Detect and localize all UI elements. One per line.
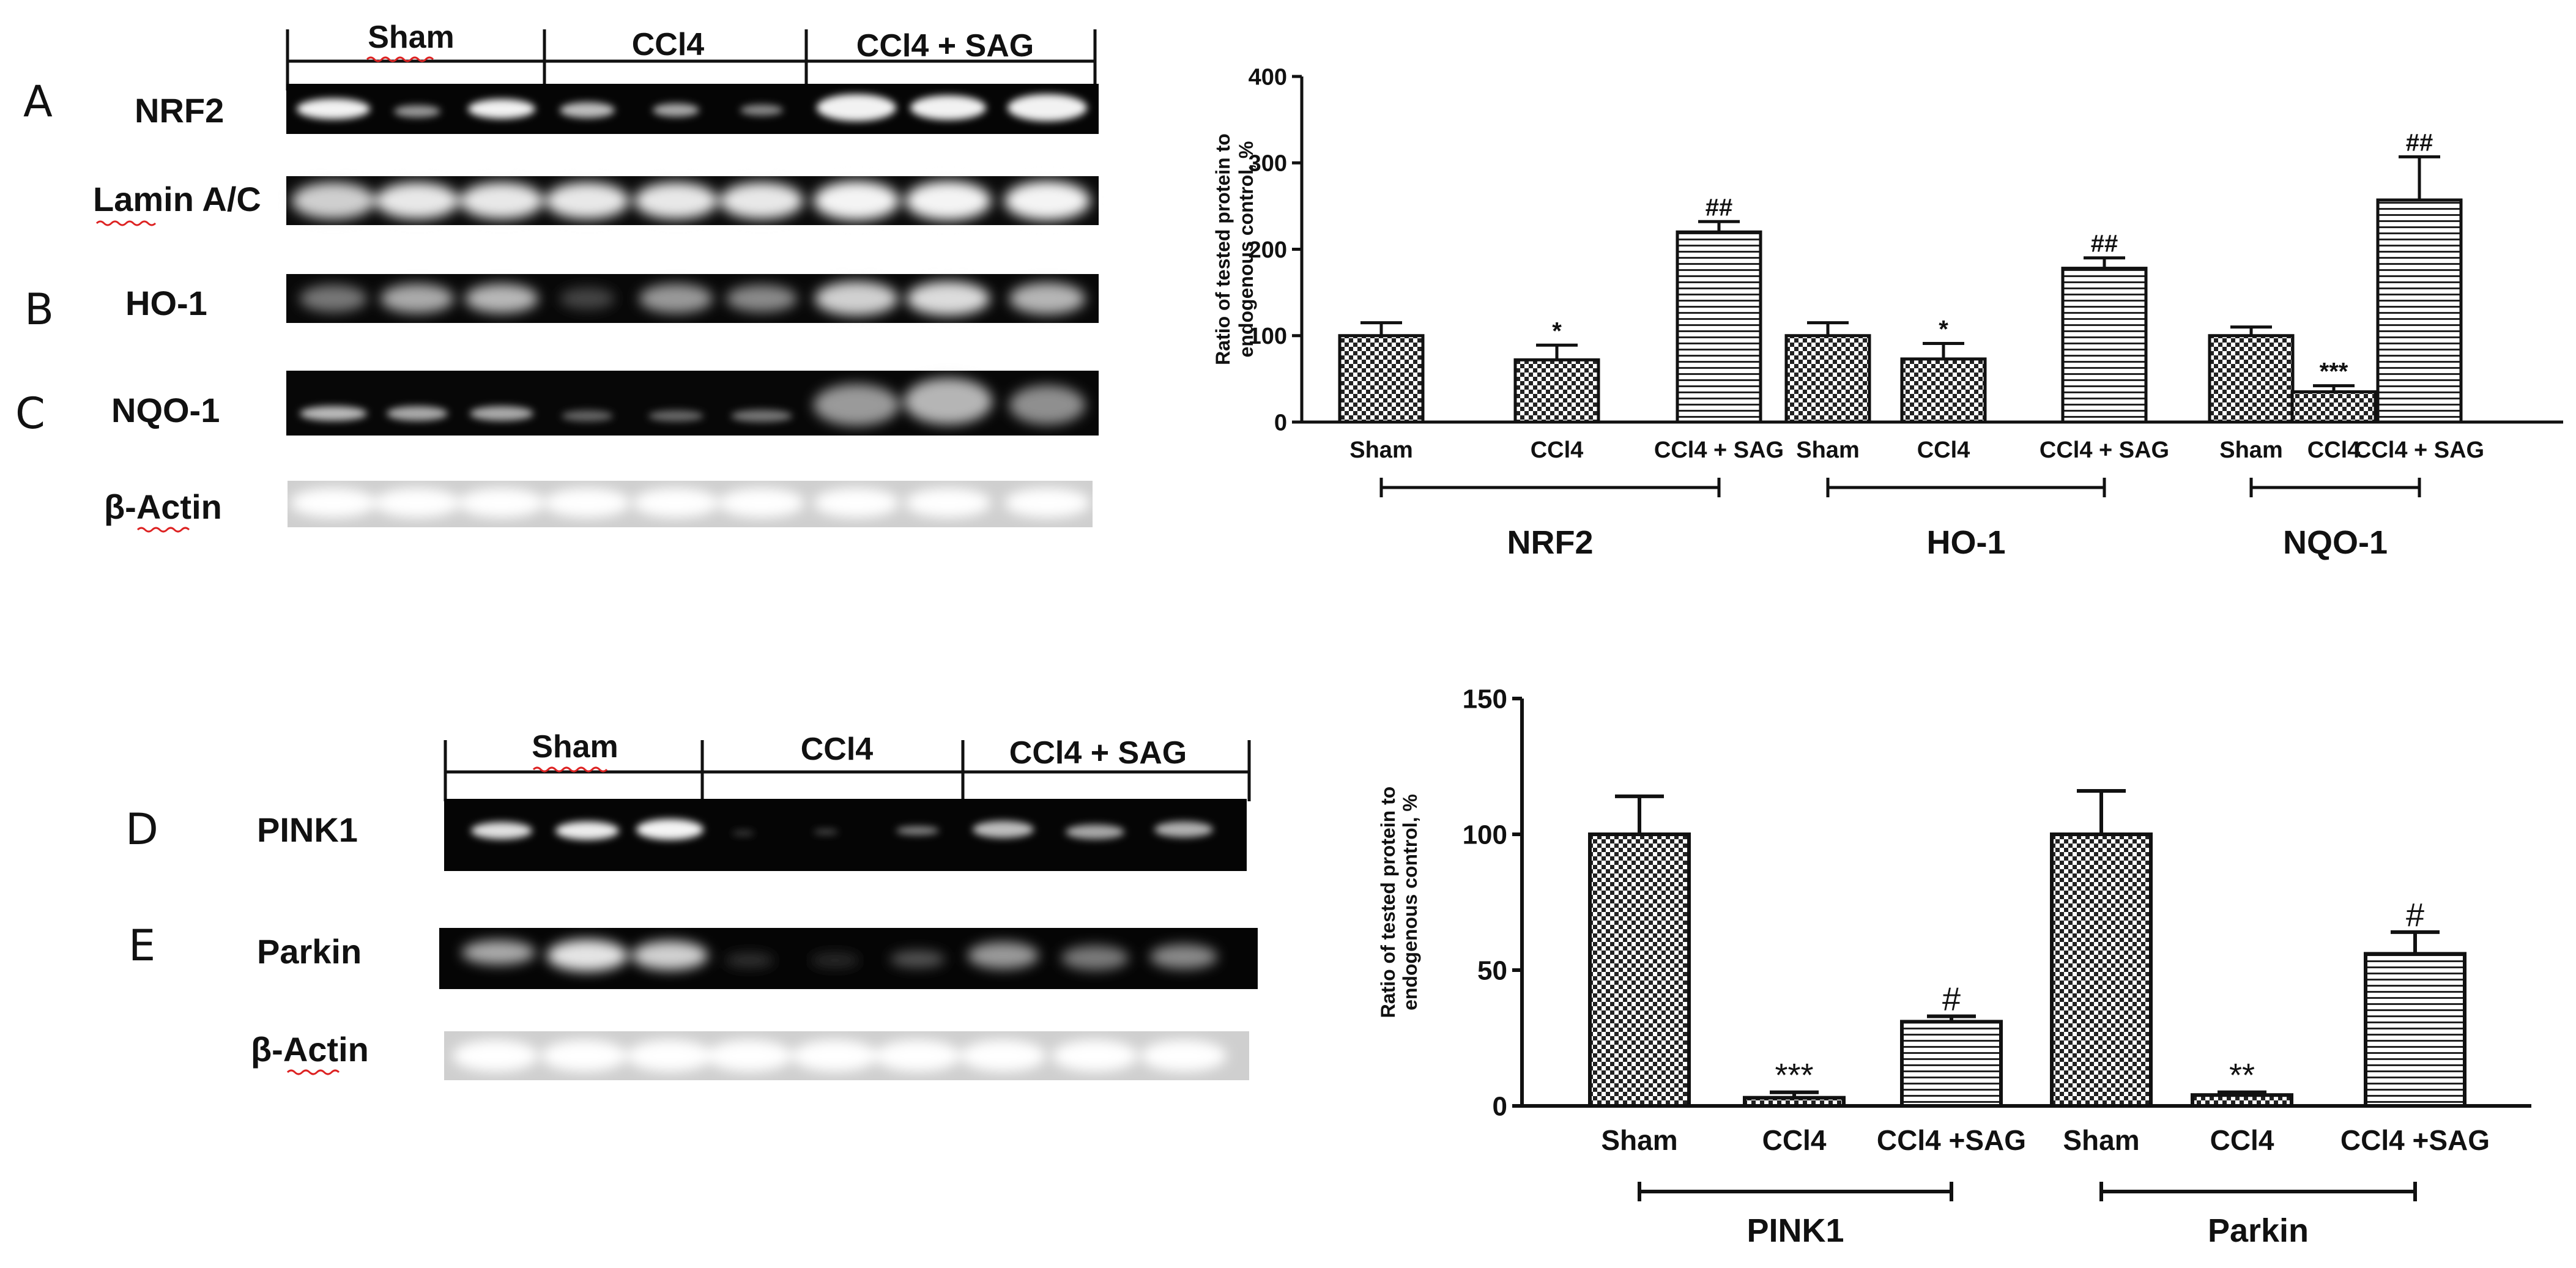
protein-group-label: NRF2 <box>1507 524 1593 561</box>
bar <box>2290 390 2377 424</box>
bar <box>2061 267 2148 424</box>
significance-marker: ## <box>2091 231 2118 258</box>
significance-marker: * <box>1939 316 1948 343</box>
panel-letter-a: A <box>23 76 53 127</box>
bottom-group-label-sham: Sham <box>532 729 618 765</box>
bottom-group-label-ccl4-sag: CCl4 + SAG <box>1009 735 1187 771</box>
blot-strip-parkin <box>439 928 1258 989</box>
x-category-label: CCl4 <box>1531 437 1584 463</box>
significance-marker: *** <box>2320 358 2348 385</box>
blot-label-pink1: PINK1 <box>257 810 358 849</box>
y-tick-label: 0 <box>1274 410 1287 436</box>
blot-label-nqo1: NQO-1 <box>111 391 220 429</box>
bar <box>1743 1096 1846 1108</box>
bar <box>2191 1093 2293 1108</box>
spellcheck-underline <box>366 56 434 62</box>
bar <box>2364 952 2467 1108</box>
y-tick-label: 200 <box>1249 237 1287 263</box>
bottom-blot-header <box>444 740 1251 801</box>
y-tick-label: 100 <box>1249 324 1287 349</box>
x-category-label: CCl4 + SAG <box>2355 437 2484 463</box>
blot-strip-nrf2 <box>286 84 1099 134</box>
x-category-label: CCl4 <box>1762 1124 1827 1156</box>
spellcheck-underline <box>95 220 157 226</box>
x-category-label: CCl4 +SAG <box>2340 1124 2490 1156</box>
x-category-label: CCl4 <box>1917 437 1970 463</box>
protein-group-label: HO-1 <box>1926 524 2005 561</box>
x-category-label: Sham <box>1796 437 1859 463</box>
significance-marker: # <box>1942 981 1961 1017</box>
blot-label-actin-top: β-Actin <box>104 488 222 526</box>
bar <box>1900 357 1987 424</box>
significance-marker: * <box>1552 317 1562 344</box>
x-category-label: Sham <box>2219 437 2282 463</box>
blot-strip-ho1 <box>286 274 1099 323</box>
y-tick-label: 150 <box>1463 684 1507 714</box>
y-tick-label: 50 <box>1477 955 1507 985</box>
panel-letter-c: C <box>15 388 45 439</box>
blot-strip-actin-bottom <box>444 1031 1249 1080</box>
y-tick-label: 0 <box>1493 1091 1507 1121</box>
bottom-group-label-ccl4: CCl4 <box>801 732 874 767</box>
significance-marker: ## <box>2406 129 2433 156</box>
bar <box>2050 832 2153 1108</box>
protein-group-label: Parkin <box>2208 1212 2309 1249</box>
y-axis-label: Ratio of tested protein toendogenous con… <box>1212 133 1257 365</box>
significance-marker: ## <box>1706 194 1733 221</box>
spellcheck-underline <box>286 1069 340 1075</box>
spellcheck-underline <box>136 527 190 533</box>
y-tick-label: 100 <box>1463 820 1507 850</box>
bar <box>1338 334 1425 424</box>
bar <box>1513 358 1600 424</box>
x-category-label: Sham <box>1349 437 1412 463</box>
panel-letter-d: D <box>125 804 158 855</box>
blot-strip-pink1 <box>444 799 1247 871</box>
x-category-label: Sham <box>2063 1124 2139 1156</box>
significance-marker: ** <box>2229 1057 2255 1094</box>
x-category-label: CCl4 <box>2210 1124 2274 1156</box>
protein-group-label: PINK1 <box>1746 1212 1844 1249</box>
protein-group-label: NQO-1 <box>2283 524 2388 561</box>
top-group-label-sham: Sham <box>368 20 455 55</box>
y-tick-label: 400 <box>1249 64 1287 90</box>
blot-label-nrf2: NRF2 <box>135 91 224 130</box>
bar <box>2208 334 2295 424</box>
y-axis-label: Ratio of tested protein toendogenous con… <box>1377 787 1421 1018</box>
x-category-label: Sham <box>1601 1124 1677 1156</box>
panel-letter-e: E <box>128 921 155 971</box>
top-group-label-ccl4: CCl4 <box>632 27 705 62</box>
blot-strip-nqo1 <box>286 371 1099 436</box>
x-category-label: CCl4 <box>2307 437 2361 463</box>
chart-nrf2-ho1-nqo1: 0 100 200 300 400 Ratio of tested protein toe… <box>1212 64 2563 561</box>
x-category-label: CCl4 + SAG <box>2040 437 2169 463</box>
blot-label-parkin: Parkin <box>257 932 362 971</box>
spellcheck-underline <box>532 766 608 773</box>
bar <box>2376 198 2463 424</box>
blot-strip-lamin <box>286 176 1099 225</box>
top-group-label-ccl4-sag: CCl4 + SAG <box>856 28 1034 64</box>
blot-label-actin-bottom: β-Actin <box>251 1030 369 1069</box>
chart-pink1-parkin: 0 50 100 150 Ratio of tested protein toendog… <box>1377 684 2531 1249</box>
bar <box>1588 832 1691 1108</box>
blot-label-ho1: HO-1 <box>125 284 207 322</box>
bar <box>1784 334 1871 424</box>
bar <box>1900 1020 2003 1108</box>
bar <box>1676 230 1762 424</box>
blot-strip-actin-top <box>288 481 1093 527</box>
significance-marker: *** <box>1775 1057 1813 1094</box>
y-tick-label: 300 <box>1249 151 1287 177</box>
x-category-label: CCl4 +SAG <box>1877 1124 2026 1156</box>
bottom-blot-panel: Sham CCl4 CCl4 + SAG D PINK1 E Parkin β-… <box>125 729 1258 1080</box>
x-category-label: CCl4 + SAG <box>1654 437 1784 463</box>
panel-letter-b: B <box>24 284 54 335</box>
top-blot-panel: Sham CCl4 CCl4 + SAG A NRF2 Lamin A/C B … <box>15 20 1099 533</box>
blot-label-lamin: Lamin A/C <box>93 180 261 218</box>
significance-marker: # <box>2406 897 2424 933</box>
